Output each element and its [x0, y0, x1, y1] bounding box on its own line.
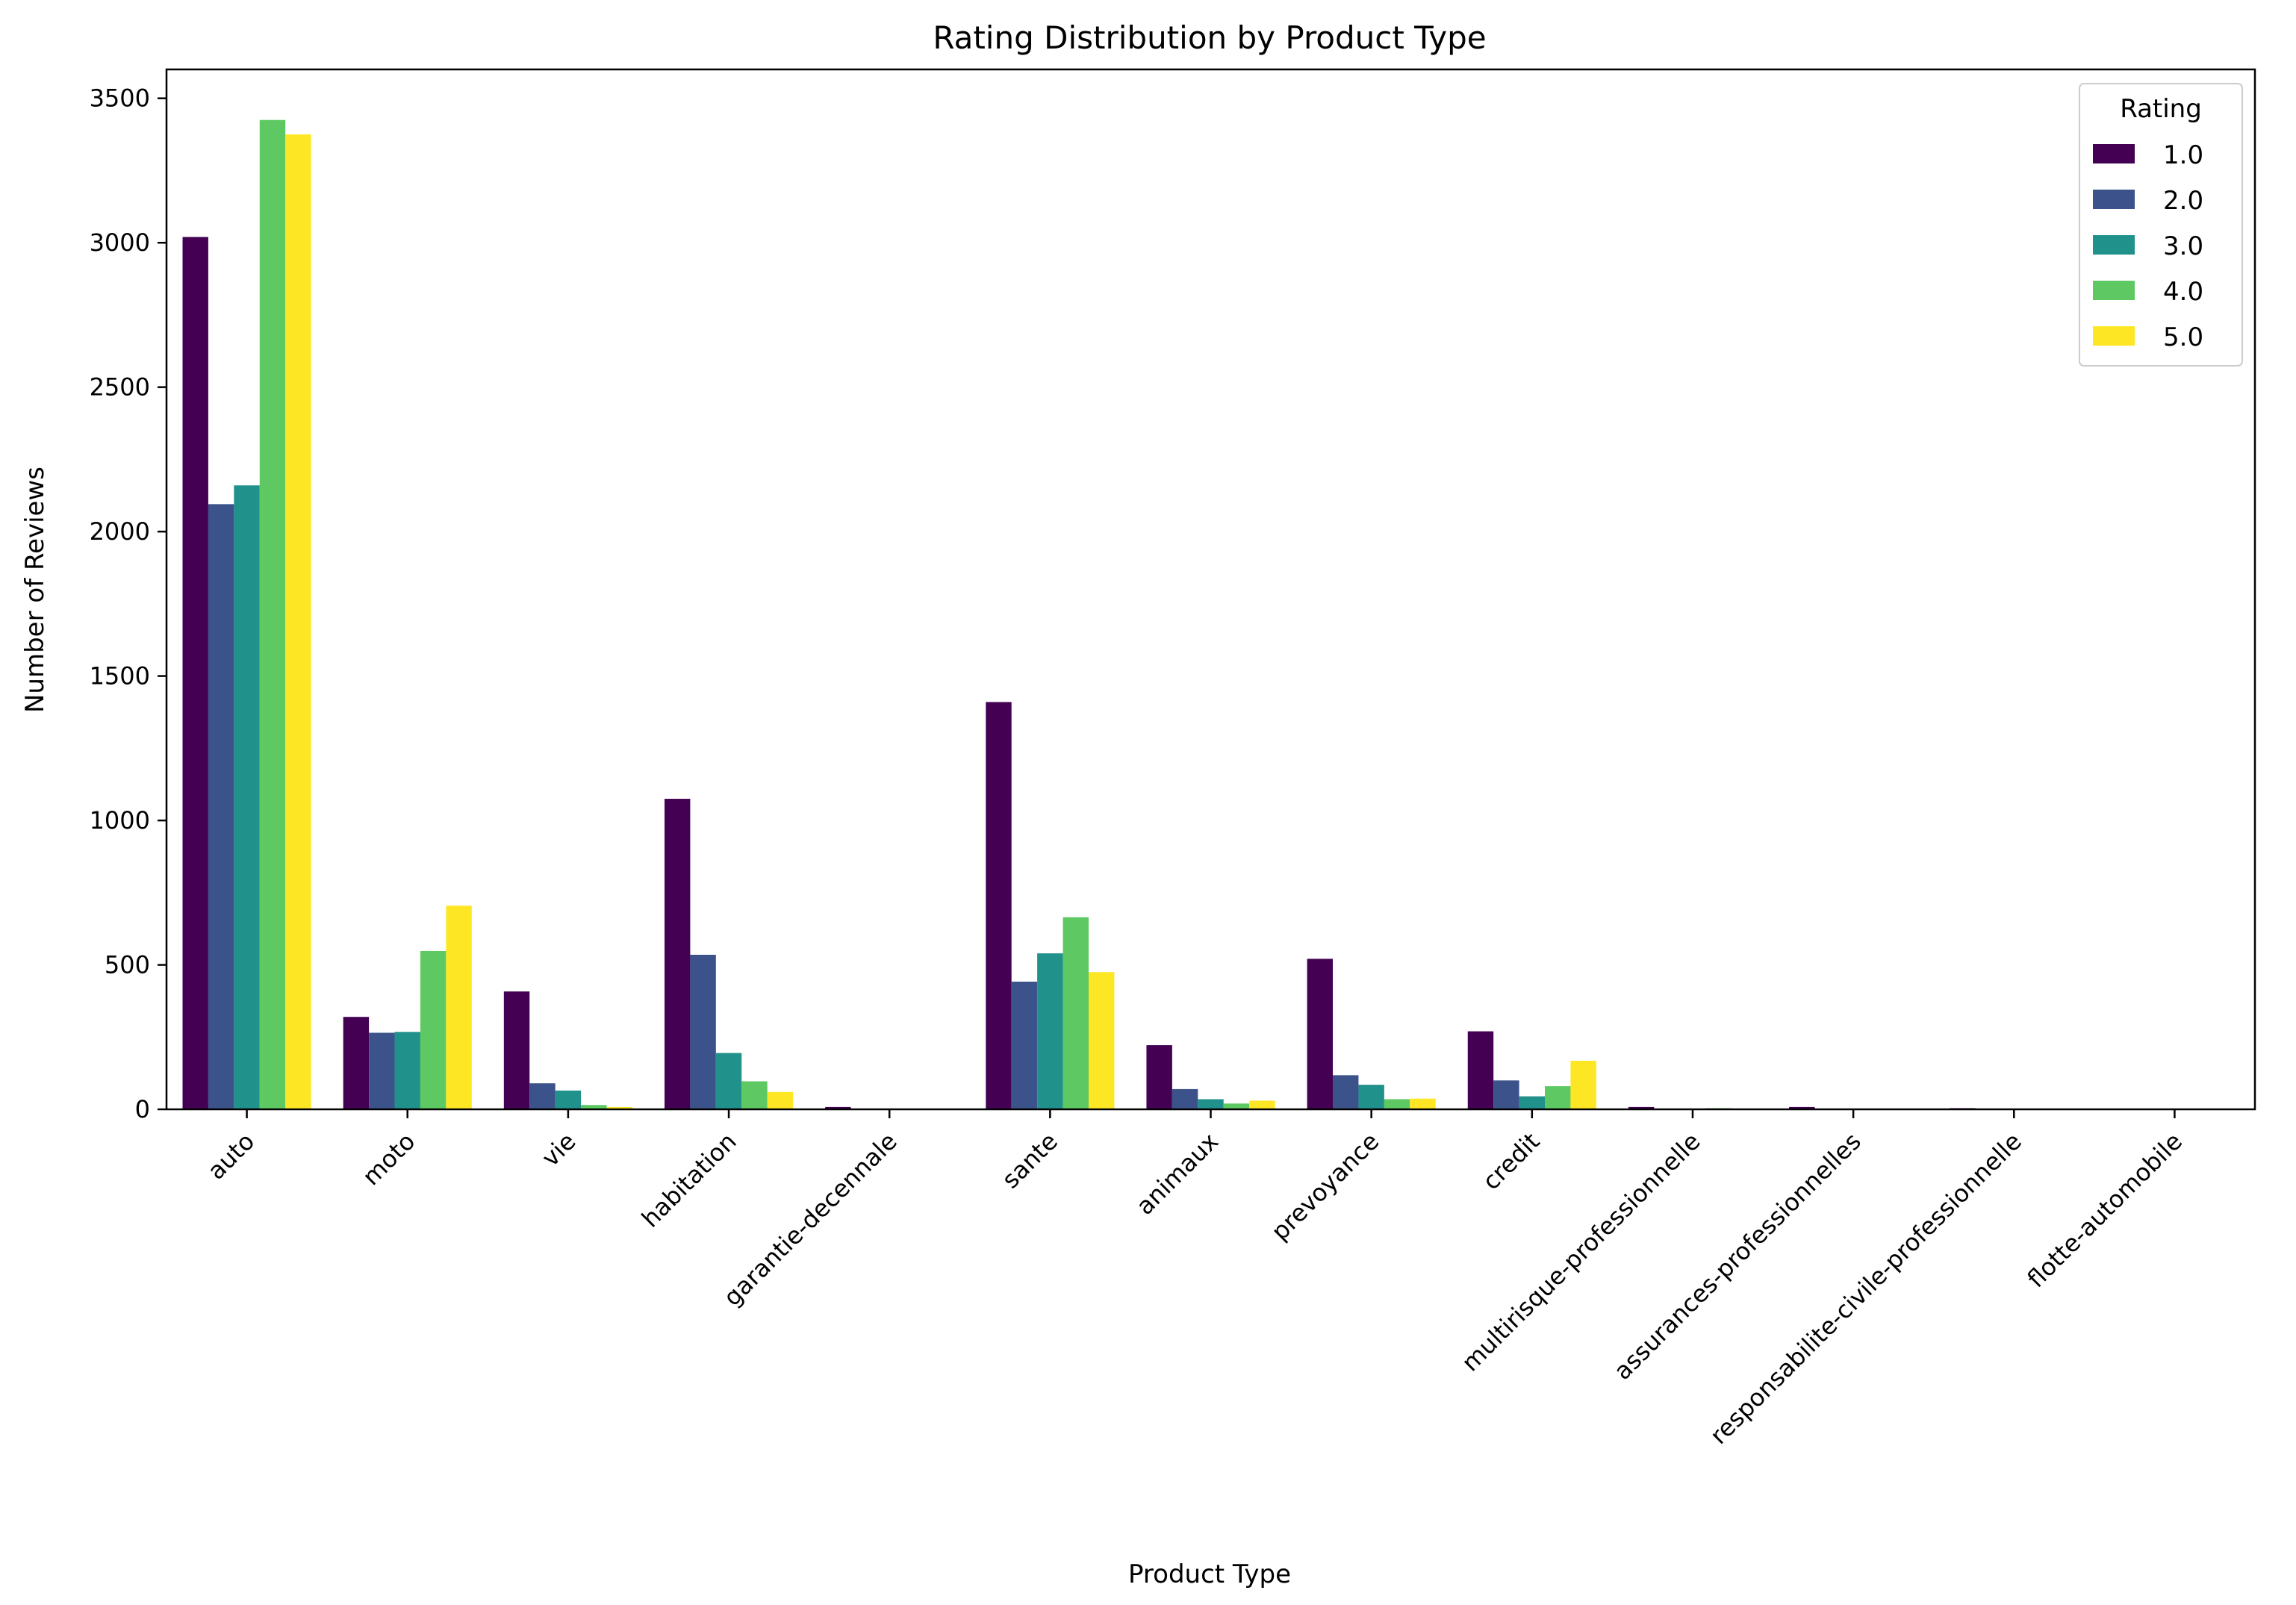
legend-swatch-2-0: [2093, 190, 2135, 209]
bar-animaux-rating-5-0: [1249, 1100, 1275, 1109]
legend-label-1-0: 1.0: [2163, 140, 2203, 170]
bar-habitation-rating-5-0: [767, 1091, 794, 1109]
legend: Rating 1.0 2.0 3.0 4.0 5.0: [2079, 83, 2243, 367]
y-tick-label: 1000: [90, 806, 150, 835]
bar-animaux-rating-4-0: [1223, 1103, 1250, 1109]
bar-sante-rating-4-0: [1063, 917, 1089, 1109]
y-tick-label: 2000: [90, 517, 150, 546]
bar-prevoyance-rating-1-0: [1307, 959, 1334, 1109]
legend-box: [2079, 83, 2243, 367]
bar-auto-rating-2-0: [208, 504, 234, 1109]
bar-credit-rating-1-0: [1467, 1031, 1494, 1109]
bar-credit-rating-5-0: [1570, 1060, 1596, 1109]
bar-vie-rating-5-0: [606, 1106, 632, 1109]
bar-vie-rating-4-0: [581, 1105, 607, 1109]
bar-vie-rating-2-0: [529, 1083, 556, 1109]
y-axis: 0 500 1000 1500 2000 2500 3000 3500: [90, 84, 167, 1124]
x-axis-label: Product Type: [1128, 1559, 1291, 1589]
bar-prevoyance-rating-2-0: [1333, 1075, 1359, 1109]
bar-moto-rating-2-0: [369, 1032, 395, 1109]
y-tick-label: 3500: [90, 84, 150, 113]
bar-credit-rating-2-0: [1493, 1080, 1519, 1109]
bar-vie-rating-3-0: [555, 1090, 582, 1109]
bar-moto-rating-3-0: [394, 1032, 420, 1109]
legend-label-2-0: 2.0: [2163, 186, 2203, 216]
chart-title: Rating Distribution by Product Type: [933, 19, 1486, 56]
bar-credit-rating-4-0: [1545, 1086, 1571, 1109]
bar-moto-rating-4-0: [420, 950, 447, 1109]
bar-auto-rating-1-0: [182, 237, 208, 1110]
y-axis-label: Number of Reviews: [20, 467, 50, 713]
y-tick-label: 0: [135, 1095, 150, 1124]
bar-habitation-rating-4-0: [741, 1081, 768, 1109]
bar-auto-rating-4-0: [259, 119, 286, 1110]
bar-credit-rating-3-0: [1519, 1096, 1546, 1109]
bars-layer: [182, 119, 2136, 1110]
y-tick-label: 3000: [90, 228, 150, 257]
bar-habitation-rating-1-0: [664, 799, 691, 1109]
bar-prevoyance-rating-5-0: [1410, 1098, 1436, 1109]
legend-swatch-1-0: [2093, 144, 2135, 163]
bar-sante-rating-5-0: [1088, 972, 1115, 1109]
bar-auto-rating-3-0: [234, 485, 260, 1109]
legend-label-3-0: 3.0: [2163, 231, 2203, 261]
legend-swatch-5-0: [2093, 326, 2135, 346]
bar-auto-rating-5-0: [285, 134, 311, 1109]
y-tick-label: 2500: [90, 373, 150, 402]
bar-animaux-rating-3-0: [1198, 1099, 1224, 1109]
bar-multirisque-professionnelle-rating-1-0: [1628, 1106, 1655, 1109]
bar-vie-rating-1-0: [503, 991, 530, 1109]
legend-title: Rating: [2120, 94, 2202, 124]
bar-animaux-rating-2-0: [1172, 1088, 1198, 1109]
legend-swatch-4-0: [2093, 281, 2135, 300]
bar-habitation-rating-3-0: [715, 1053, 742, 1109]
legend-swatch-3-0: [2093, 235, 2135, 255]
bar-prevoyance-rating-3-0: [1358, 1085, 1384, 1109]
bar-sante-rating-1-0: [986, 702, 1012, 1109]
y-tick-label: 1500: [90, 662, 150, 691]
bar-assurances-professionnelles-rating-1-0: [1789, 1106, 1815, 1109]
bar-prevoyance-rating-4-0: [1384, 1099, 1410, 1109]
y-tick-label: 500: [105, 951, 150, 979]
legend-label-5-0: 5.0: [2163, 322, 2203, 352]
bar-moto-rating-5-0: [446, 906, 472, 1109]
bar-garantie-decennale-rating-1-0: [825, 1106, 851, 1109]
legend-label-4-0: 4.0: [2163, 277, 2203, 307]
bar-animaux-rating-1-0: [1146, 1045, 1172, 1109]
bar-sante-rating-3-0: [1037, 953, 1063, 1109]
bar-sante-rating-2-0: [1011, 981, 1038, 1109]
bar-moto-rating-1-0: [343, 1017, 370, 1109]
bar-habitation-rating-2-0: [690, 954, 716, 1109]
